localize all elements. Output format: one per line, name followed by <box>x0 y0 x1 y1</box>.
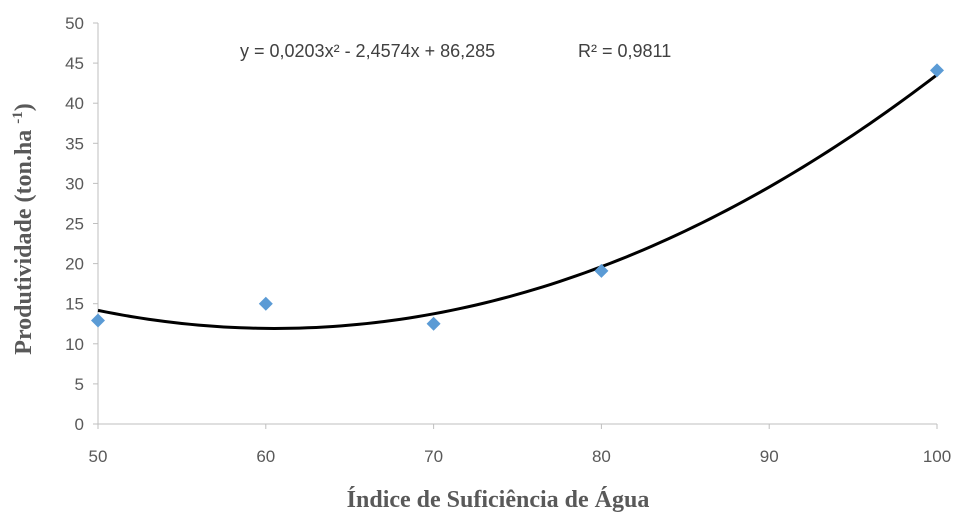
y-tick-label: 50 <box>65 14 84 33</box>
trendline <box>97 73 938 330</box>
x-tick-label: 50 <box>89 447 108 466</box>
y-tick-label: 20 <box>65 255 84 274</box>
y-tick-label: 10 <box>65 335 84 354</box>
y-tick-label: 25 <box>65 215 84 234</box>
y-axis-title-close: ) <box>11 103 37 111</box>
x-tick-label: 90 <box>760 447 779 466</box>
y-axis-ticks: 0 5 10 15 20 25 30 35 40 45 50 <box>65 14 98 434</box>
trendline-r-squared: R² = 0,9811 <box>578 41 671 61</box>
y-tick-label: 30 <box>65 174 84 193</box>
y-tick-label: 40 <box>65 94 84 113</box>
y-tick-label: 15 <box>65 295 84 314</box>
x-tick-label: 80 <box>592 447 611 466</box>
data-point <box>930 63 944 78</box>
y-tick-label: 0 <box>75 415 84 434</box>
data-point <box>258 296 273 311</box>
x-axis-ticks: 50 60 70 80 90 100 <box>89 424 951 466</box>
data-point <box>594 263 609 278</box>
data-points <box>91 63 944 331</box>
x-axis-title: Índice de Suficiência de Água <box>347 487 650 513</box>
data-point <box>426 316 441 331</box>
trendline-equation: y = 0,0203x² - 2,4574x + 86,285 <box>240 41 495 61</box>
data-point <box>91 313 105 328</box>
x-tick-label: 100 <box>923 447 951 466</box>
x-tick-label: 60 <box>256 447 275 466</box>
y-tick-label: 5 <box>75 375 84 394</box>
y-axis-title: Produtividade (ton.ha -1) <box>10 103 37 354</box>
x-tick-label: 70 <box>424 447 443 466</box>
y-axis-title-main: Produtividade (ton.ha <box>11 124 37 355</box>
y-tick-label: 35 <box>65 134 84 153</box>
y-axis-title-superscript: -1 <box>10 111 26 124</box>
y-tick-label: 45 <box>65 54 84 73</box>
